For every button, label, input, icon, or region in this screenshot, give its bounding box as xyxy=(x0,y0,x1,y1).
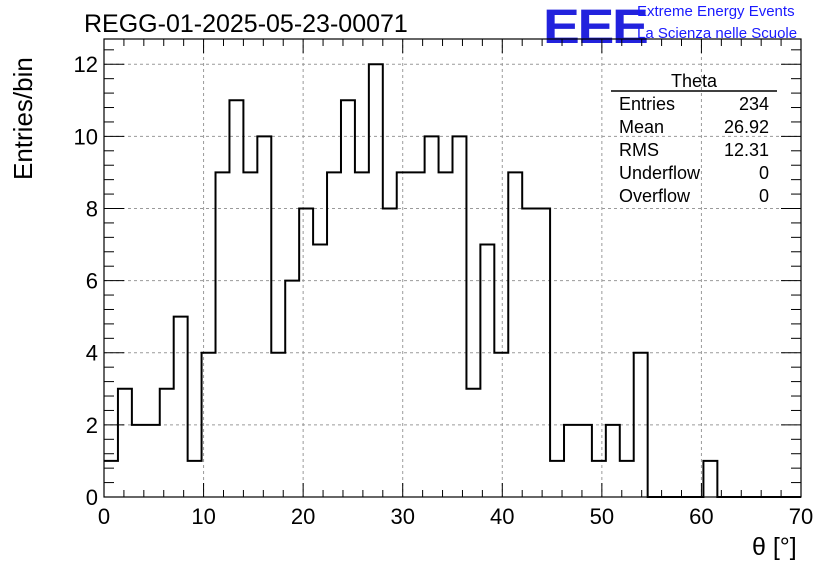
logo-text-line-1: Extreme Energy Events xyxy=(637,3,795,20)
histogram-bin xyxy=(564,425,578,497)
x-tick-label: 20 xyxy=(291,504,315,529)
stats-box: Theta Entries 234 Mean 26.92 RMS 12.31 Underflo… xyxy=(611,71,777,206)
histogram-bin xyxy=(425,136,439,497)
x-tick-label: 50 xyxy=(590,504,614,529)
grid-lines xyxy=(104,39,801,497)
histogram-bin xyxy=(160,389,174,497)
logo-text-line-2: La Scienza nelle Scuole xyxy=(637,25,798,42)
stats-row-label: Overflow xyxy=(619,186,691,206)
histogram-bin xyxy=(480,245,494,497)
histogram-outline xyxy=(104,63,801,498)
x-axis-label: θ [°] xyxy=(752,533,797,561)
x-tick-label: 10 xyxy=(191,504,215,529)
histogram-bin xyxy=(313,245,327,497)
x-tick-label: 30 xyxy=(390,504,414,529)
histogram-bin xyxy=(216,172,230,497)
stats-row-value: 12.31 xyxy=(724,140,769,160)
histogram-series xyxy=(104,63,801,498)
y-tick-label: 10 xyxy=(74,124,98,149)
y-tick-label: 2 xyxy=(86,413,98,438)
stats-row-value: 0 xyxy=(759,186,769,206)
histogram-bin xyxy=(703,461,717,497)
x-tick-label: 60 xyxy=(689,504,713,529)
histogram-bin xyxy=(327,172,341,497)
stats-row-label: RMS xyxy=(619,140,659,160)
stats-row-label: Underflow xyxy=(619,163,701,183)
histogram-bin xyxy=(285,281,299,497)
histogram-bin xyxy=(299,208,313,497)
histogram-bin xyxy=(132,425,146,497)
histogram-bin xyxy=(229,100,243,497)
y-tick-label: 12 xyxy=(74,52,98,77)
histogram-bin xyxy=(578,425,592,497)
histogram-bin xyxy=(606,425,620,497)
histogram-bin xyxy=(257,136,271,497)
histogram-bin xyxy=(355,172,369,497)
histogram-bin xyxy=(397,172,411,497)
histogram-bin xyxy=(243,172,257,497)
chart-title: REGG-01-2025-05-23-00071 xyxy=(84,10,408,38)
histogram-bin xyxy=(146,425,160,497)
y-tick-label: 6 xyxy=(86,269,98,294)
stats-row-label: Mean xyxy=(619,117,664,137)
histogram-bin xyxy=(411,172,425,497)
y-tick-label: 0 xyxy=(86,485,98,510)
histogram-bin xyxy=(341,100,355,497)
histogram-bin xyxy=(453,136,467,497)
histogram-bin xyxy=(439,172,453,497)
histogram-bin xyxy=(104,461,118,497)
stats-row-value: 234 xyxy=(739,94,769,114)
x-tick-label: 40 xyxy=(490,504,514,529)
x-tick-label: 0 xyxy=(98,504,110,529)
histogram-bin xyxy=(118,389,132,497)
histogram-bin xyxy=(508,172,522,497)
axes: 0 10 20 30 40 50 60 70 0 2 4 6 8 10 12 xyxy=(74,38,813,529)
stats-box-title: Theta xyxy=(671,71,718,91)
histogram-bin xyxy=(188,461,202,497)
eee-logo: EEE xyxy=(543,1,649,54)
y-tick-label: 4 xyxy=(86,341,98,366)
stats-row-label: Entries xyxy=(619,94,675,114)
plot-frame xyxy=(103,38,802,498)
histogram-bin xyxy=(592,461,606,497)
histogram-bin xyxy=(466,389,480,497)
histogram-bin xyxy=(174,317,188,497)
stats-row-value: 26.92 xyxy=(724,117,769,137)
x-tick-label: 70 xyxy=(789,504,813,529)
stats-row-value: 0 xyxy=(759,163,769,183)
y-tick-label: 8 xyxy=(86,196,98,221)
